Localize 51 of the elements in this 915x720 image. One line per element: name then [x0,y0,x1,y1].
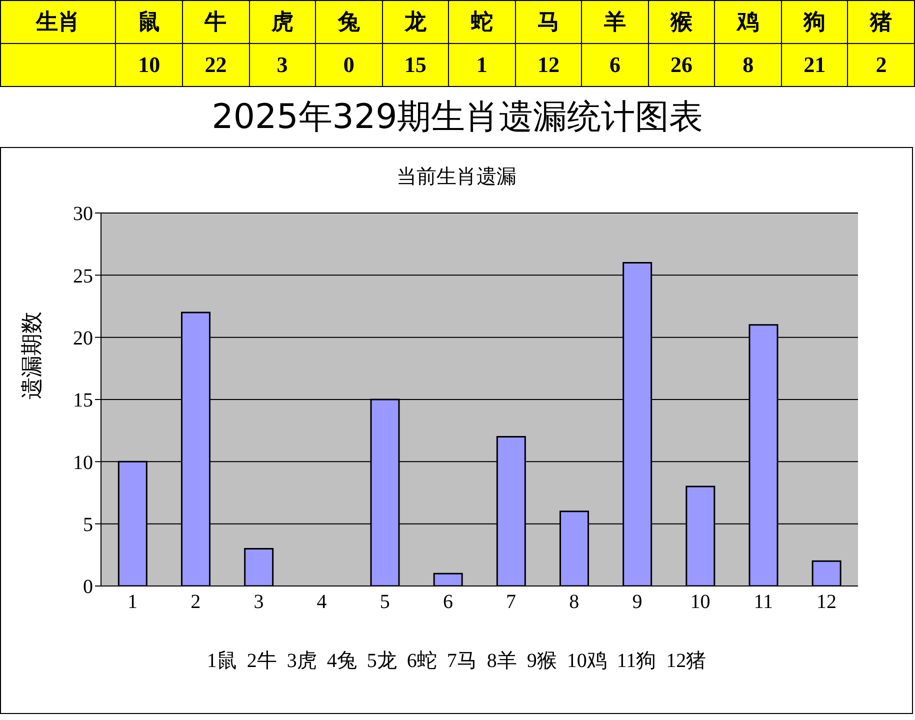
y-tick-label: 25 [73,265,93,288]
text: 1鼠 2牛 3虎 4兔 5龙 6蛇 7马 8羊 9猴 10鸡 11狗 12猪 [206,649,708,674]
category-label: 猴 [648,0,715,44]
y-tick-label: 10 [73,452,93,474]
category-label: 蛇 [448,0,516,44]
category-label: 龙 [382,0,449,44]
category-label: 狗 [781,0,848,44]
category-label: 虎 [249,0,316,44]
y-axis-title: 遗漏期数 [18,312,44,400]
text: 生肖 [0,0,116,44]
y-tick-label: 0 [83,576,93,598]
category-label: 马 [515,0,582,44]
x-tick-label: 9 [632,591,642,614]
x-tick-label: 7 [506,591,516,614]
data-label: 3 [249,44,316,86]
category-label: 猪 [848,0,914,44]
data-label: 10 [116,44,182,86]
x-tick-label: 6 [442,591,453,614]
x-tick-label: 3 [254,591,264,614]
data-label: 15 [382,44,449,86]
category-label: 鼠 [116,0,182,44]
category-label: 鸡 [714,0,782,44]
chart-subtitle: 当前生肖遗漏 [396,166,516,188]
category-label: 羊 [582,0,648,44]
y-tick-label: 20 [73,327,93,350]
x-tick-label: 8 [569,591,580,614]
data-label: 1 [448,44,516,86]
y-tick-label: 15 [73,390,93,412]
data-label: 21 [781,44,848,86]
x-tick-label: 4 [316,591,327,614]
data-label: 22 [182,44,249,86]
x-tick-label: 11 [754,591,774,614]
x-tick-label: 2 [190,591,201,614]
bar [812,560,842,586]
data-label: 12 [515,44,582,86]
bar [433,572,463,586]
x-tick-label: 10 [690,591,710,614]
x-tick-label: 12 [816,591,836,614]
category-label: 兔 [316,0,382,44]
data-label: 0 [316,44,382,86]
chart-title: 2025年329期生肖遗漏统计图表 [210,96,704,139]
category-label: 牛 [182,0,249,44]
bar [244,548,274,586]
data-label: 26 [648,44,715,86]
x-tick-label: 1 [128,591,138,614]
y-tick-label: 5 [83,514,93,536]
x-tick-label: 5 [380,591,390,614]
data-label: 6 [582,44,648,86]
data-label: 8 [714,44,782,86]
data-label: 2 [848,44,914,86]
y-tick-label: 30 [73,203,93,226]
